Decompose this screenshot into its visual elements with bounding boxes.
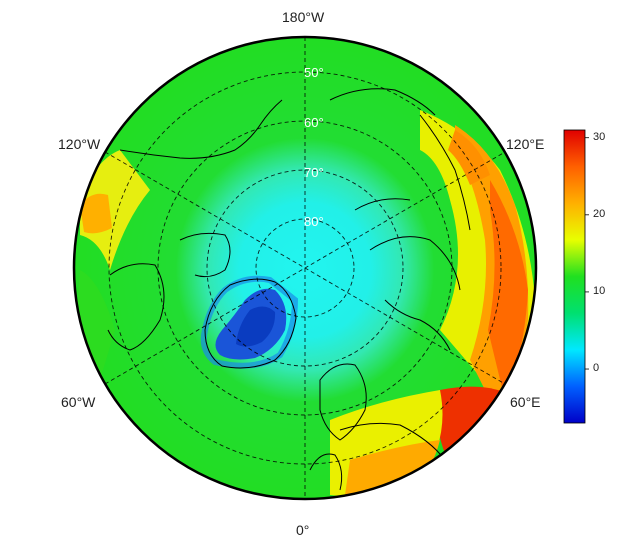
lon-label-120e: 120°E <box>506 136 545 152</box>
north-america-south-green <box>76 270 115 380</box>
colorbar-tick-label: 20 <box>593 207 606 220</box>
colorbar <box>563 129 589 424</box>
lat-label-50: 50° <box>304 65 324 80</box>
map-disc <box>74 37 536 499</box>
colorbar-tick-label: 30 <box>593 130 606 143</box>
lon-label-180w: 180°W <box>282 9 325 25</box>
lat-label-80: 80° <box>304 214 324 229</box>
latitude-circles <box>108 71 502 465</box>
meridians <box>104 37 506 499</box>
lat-label-60: 60° <box>304 115 324 130</box>
middle-east-red <box>437 386 520 480</box>
colorbar-gradient <box>563 129 586 424</box>
colorbar-tick-marks <box>585 137 589 370</box>
colorbar-tick-label: 0 <box>593 362 600 375</box>
lon-label-60w: 60°W <box>61 394 96 410</box>
lon-label-60e: 60°E <box>510 394 541 410</box>
lon-label-0: 0° <box>296 522 310 538</box>
lon-label-120w: 120°W <box>58 136 101 152</box>
greenland-core <box>236 306 276 347</box>
east-asia-orange <box>448 130 490 185</box>
map-boundary <box>72 35 538 501</box>
coastlines <box>107 88 471 491</box>
north-america-hot-patch <box>80 193 112 234</box>
lat-label-70: 70° <box>304 165 324 180</box>
north-america-warm-belt <box>80 150 150 270</box>
colorbar-tick-label: 10 <box>593 284 606 297</box>
